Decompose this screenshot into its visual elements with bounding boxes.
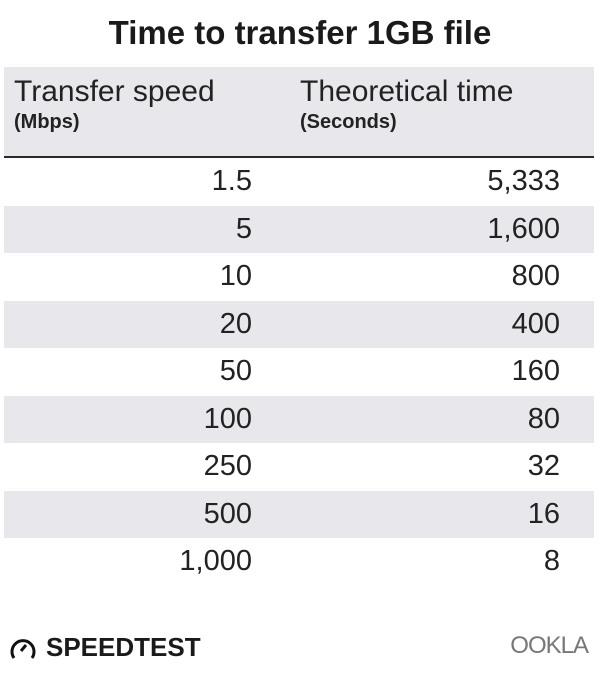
table-header: Transfer speed (Mbps) Theoretical time (… [4, 67, 594, 158]
time-cell: 5,333 [487, 165, 560, 197]
table-row: 5 1,600 [4, 205, 594, 253]
time-cell: 400 [511, 307, 560, 340]
speed-cell: 100 [203, 402, 252, 435]
table-row: 250 32 [4, 443, 594, 491]
table-row: 1.5 5,333 [4, 158, 594, 206]
speedtest-logo: SPEEDTEST [8, 632, 201, 663]
table-row: 10 800 [4, 253, 594, 301]
time-cell: 80 [527, 402, 560, 435]
speed-cell: 250 [203, 450, 252, 482]
speedtest-wordmark: SPEEDTEST [46, 632, 201, 662]
speed-cell: 50 [219, 355, 252, 387]
speed-cell: 1.5 [211, 165, 252, 197]
speed-cell: 20 [219, 307, 252, 340]
gauge-icon [10, 638, 36, 659]
table-row: 100 80 [4, 395, 594, 443]
table-row: 50 160 [4, 348, 594, 396]
time-cell: 8 [543, 545, 560, 577]
time-cell: 16 [527, 497, 560, 530]
time-cell: 160 [511, 355, 560, 387]
header-speed: Transfer speed (Mbps) [14, 75, 215, 134]
transfer-table: Transfer speed (Mbps) Theoretical time (… [4, 67, 594, 586]
table-row: 1,000 8 [4, 538, 594, 586]
table-row: 500 16 [4, 490, 594, 538]
ookla-logo: OOKLA [510, 632, 589, 659]
speed-cell: 500 [203, 497, 252, 530]
speed-cell: 10 [219, 260, 252, 292]
chart-title: Time to transfer 1GB file [108, 14, 492, 51]
header-speed-unit: (Mbps) [14, 111, 80, 133]
time-cell: 32 [527, 450, 560, 482]
time-cell: 800 [511, 260, 560, 292]
table-row: 20 400 [4, 300, 594, 348]
header-time-unit: (Seconds) [300, 111, 397, 133]
speed-cell: 1,000 [179, 545, 252, 577]
header-time: Theoretical time (Seconds) [300, 75, 513, 134]
speed-cell: 5 [235, 212, 252, 245]
header-time-label: Theoretical time [300, 75, 514, 108]
time-cell: 1,600 [487, 212, 560, 245]
header-speed-label: Transfer speed [14, 75, 215, 108]
